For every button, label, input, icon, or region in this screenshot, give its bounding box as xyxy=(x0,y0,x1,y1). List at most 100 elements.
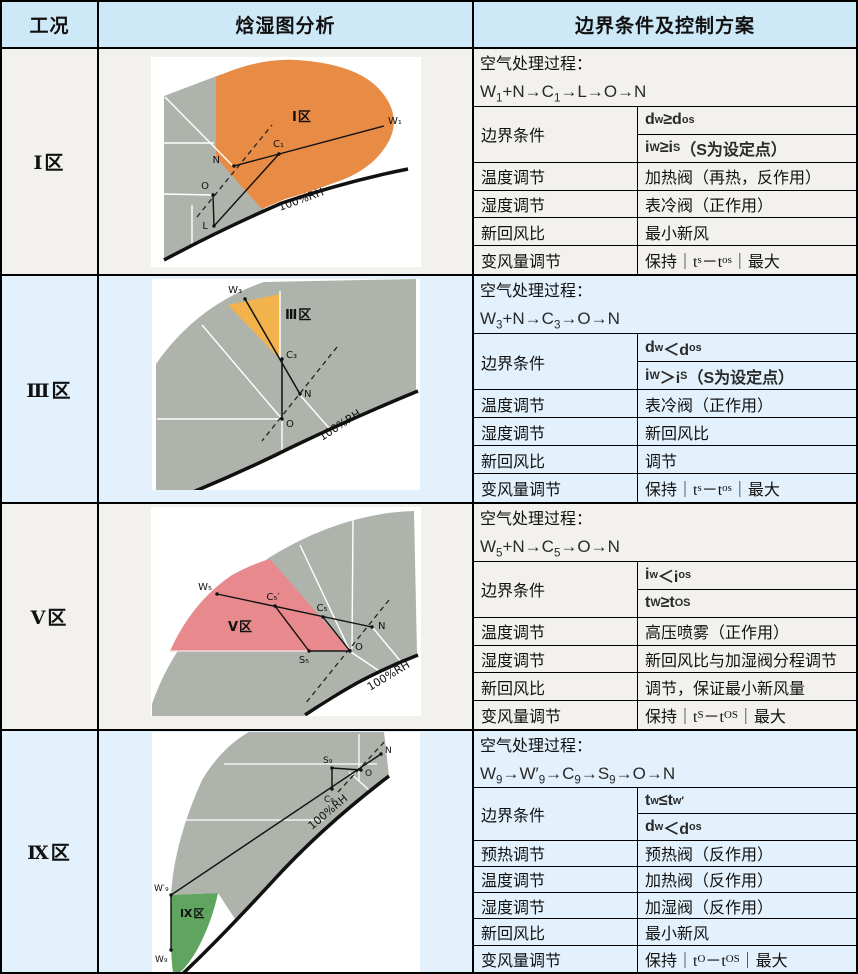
detail-label: 新回风比 xyxy=(474,218,637,247)
header-cell-condition: 工况 xyxy=(2,2,97,47)
psychrometric-diagram-zone5: Ⅴ区 W₅ C₅′ C₅ N O S₅ 100%RH xyxy=(150,507,421,716)
detail-value: 保持｜t S －t OS ｜最大 xyxy=(637,701,856,729)
detail-value: 预热阀（反作用） xyxy=(637,840,856,867)
detail-value: t W ≥t OS xyxy=(637,589,856,618)
details-cell-zone5: 空气处理过程： W5+N→C5→O→N 边界条件 i w ＜i os t W ≥t OS 温… xyxy=(472,502,856,729)
point-label-w9: W₉ xyxy=(155,955,168,965)
detail-label: 新回风比 xyxy=(474,446,637,474)
point-label-o: O xyxy=(365,769,372,779)
detail-value: 最小新风 xyxy=(637,919,856,946)
process-label: 空气处理过程： xyxy=(480,511,593,528)
process-label: 空气处理过程： xyxy=(480,283,593,300)
header-cell-boundary-control: 边界条件及控制方案 xyxy=(472,2,856,47)
detail-label: 变风量调节 xyxy=(481,709,562,727)
detail-value: 加湿阀（反作用） xyxy=(637,893,856,920)
detail-label: 边界条件 xyxy=(474,334,637,390)
point-label-c5: C₅ xyxy=(316,603,327,614)
diagram-cell-zone5: Ⅴ区 W₅ C₅′ C₅ N O S₅ 100%RH xyxy=(97,502,472,729)
dashed-line xyxy=(337,739,386,793)
point-label-n: N xyxy=(304,389,311,400)
detail-value: 调节 xyxy=(637,446,856,474)
psychrometric-diagram-zone1: Ⅰ区 W₁ C₁ N O L 100%RH xyxy=(150,57,421,267)
details-cell-zone3: 空气处理过程： W3+N→C3→O→N 边界条件 d w ＜d os i W ＞i S （S为… xyxy=(472,274,856,502)
saturation-curve xyxy=(162,167,408,262)
air-process-block: 空气处理过程： W9→W′9→C9→S9→O→N xyxy=(474,731,856,788)
detail-value: i W ＞i S （S为设定点） xyxy=(637,362,856,390)
point-label-s5: S₅ xyxy=(298,655,308,666)
psychrometric-diagram-zone3: Ⅲ区 W₃ C₃ N O 100%RH xyxy=(151,279,420,490)
point-label-s9: S₉ xyxy=(323,756,333,766)
process-lines xyxy=(243,298,301,419)
point-label-n: N xyxy=(385,746,392,756)
detail-label: 湿度调节 xyxy=(474,646,637,674)
detail-value: 新回风比 xyxy=(637,418,856,446)
process-formula: W1+N→C1→L→O→N xyxy=(480,82,647,105)
detail-label: 边界条件 xyxy=(474,107,637,163)
white-gridlines xyxy=(156,291,330,455)
point-dots xyxy=(210,152,281,228)
zone-cell-1: Ⅰ区 xyxy=(2,47,97,274)
diagram-cell-zone1: Ⅰ区 W₁ C₁ N O L 100%RH xyxy=(97,47,472,274)
point-label-n: N xyxy=(378,621,385,632)
region-label: Ⅴ区 xyxy=(228,620,253,635)
point-label-o: O xyxy=(355,642,363,653)
point-label-c3: C₃ xyxy=(286,350,297,361)
detail-label: 温度调节 xyxy=(474,618,637,646)
detail-grid-zone1: 边界条件 d w ≥d os i W ≥i S （S为设定点） 温度调节 加热阀（再热，反作用… xyxy=(474,107,856,274)
detail-value: t w ≤t w′ xyxy=(637,788,856,815)
detail-value: 加热阀（反作用） xyxy=(637,866,856,894)
process-formula: W5+N→C5→O→N xyxy=(480,537,620,560)
detail-label: 变风量调节 xyxy=(481,952,562,970)
process-lines xyxy=(216,593,372,652)
point-label-l: L xyxy=(202,221,208,232)
point-dots xyxy=(214,592,374,653)
zone-cell-3: Ⅲ区 xyxy=(2,274,97,502)
chart-gray-area xyxy=(155,279,416,490)
header-cell-chart-analysis: 焓湿图分析 xyxy=(97,2,472,47)
zone9-region xyxy=(170,893,218,972)
detail-value: 表冷阀（正作用） xyxy=(637,190,856,219)
point-label-w1: W₁ xyxy=(388,116,402,127)
white-gridlines xyxy=(163,96,232,249)
point-label-w3: W₃ xyxy=(228,285,242,296)
detail-label: 温度调节 xyxy=(474,390,637,418)
dashed-line xyxy=(303,599,390,705)
details-cell-zone1: 空气处理过程： W1+N→C1→L→O→N 边界条件 d w ≥d os i W ≥i S （… xyxy=(472,47,856,274)
zone5-region xyxy=(169,559,350,651)
process-label: 空气处理过程： xyxy=(480,738,593,755)
zone1-region xyxy=(215,59,394,209)
detail-label: 预热调节 xyxy=(474,841,637,867)
detail-value: 高压喷雾（正作用） xyxy=(637,617,856,646)
detail-value: 表冷阀（正作用） xyxy=(637,390,856,418)
process-formula: W3+N→C3→O→N xyxy=(480,309,620,332)
detail-value: d w ＜d os xyxy=(637,814,856,841)
detail-value: d w ＜d os xyxy=(637,334,856,362)
detail-label: 湿度调节 xyxy=(474,191,637,219)
detail-label: 变风量调节 xyxy=(481,482,562,499)
zone-cell-5: Ⅴ区 xyxy=(2,502,97,729)
detail-value: i W ≥i S （S为设定点） xyxy=(637,134,856,163)
zone1-svg: Ⅰ区 W₁ C₁ N O L 100%RH xyxy=(162,59,408,262)
region-label: Ⅸ区 xyxy=(180,907,205,920)
point-label-w9p: W′₉ xyxy=(154,884,169,894)
dashed-line xyxy=(195,124,273,218)
air-process-block: 空气处理过程： W1+N→C1→L→O→N xyxy=(474,49,856,107)
detail-value: 保持｜t s －t os ｜最大 xyxy=(637,474,856,502)
point-dots xyxy=(242,297,302,421)
detail-value: 调节，保证最小新风量 xyxy=(637,673,856,702)
detail-value: 保持｜t O －t OS ｜最大 xyxy=(637,945,856,972)
detail-value: 新回风比与加湿阀分程调节 xyxy=(637,645,856,674)
air-process-block: 空气处理过程： W5+N→C5→O→N xyxy=(474,504,856,562)
detail-label: 新回风比 xyxy=(474,673,637,702)
chart-gray-area xyxy=(170,732,389,922)
point-label-w5: W₅ xyxy=(198,582,212,593)
zone-cell-9: Ⅸ区 xyxy=(2,729,97,972)
detail-label: 温度调节 xyxy=(474,163,637,191)
dashed-line xyxy=(260,346,338,442)
detail-label: 湿度调节 xyxy=(474,418,637,446)
process-label: 空气处理过程： xyxy=(480,56,593,73)
psychrometric-diagram-zone9: Ⅸ区 W′₉ W₉ S₉ C₉ O N 100%RH xyxy=(151,732,420,972)
diagram-cell-zone9: Ⅸ区 W′₉ W₉ S₉ C₉ O N 100%RH xyxy=(97,729,472,972)
details-cell-zone9: 空气处理过程： W9→W′9→C9→S9→O→N 边界条件 t w ≤t w′ d w ＜… xyxy=(472,729,856,972)
